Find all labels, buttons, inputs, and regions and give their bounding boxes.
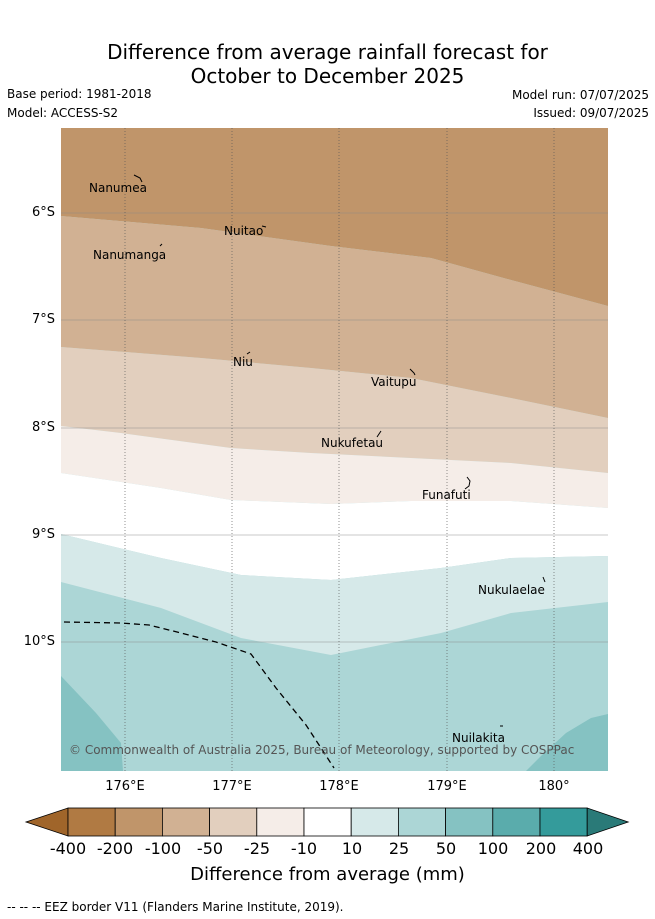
latitude-gridlines: [61, 212, 608, 643]
colorbar-tick-label: -25: [243, 839, 271, 858]
title-line-1: Difference from average rainfall forecas…: [107, 40, 548, 64]
colorbar-swatch: [209, 807, 258, 837]
island-nanumanga-shape: [159, 243, 163, 247]
colorbar-tick-label: -10: [290, 839, 318, 858]
island-nanumea-shape: [133, 174, 143, 183]
island-nukufetau-shape: [376, 430, 382, 438]
lat-label-8s: 8°S: [31, 420, 55, 435]
label-nuitao: Nuitao: [224, 224, 263, 238]
island-vaitupu-shape: [409, 368, 416, 376]
island-shapes: [133, 174, 546, 727]
colorbar-swatch: [539, 807, 588, 837]
copyright-notice: © Commonwealth of Australia 2025, Bureau…: [69, 743, 574, 757]
colorbar-tick-label: -200: [96, 839, 134, 858]
colorbar-tick-label: -50: [196, 839, 224, 858]
label-nuilakita: Nuilakita: [452, 731, 505, 745]
colorbar-tick-label: 25: [388, 839, 410, 858]
colorbar-tick-label: -100: [144, 839, 182, 858]
colorbar-tick-label: 100: [477, 839, 509, 858]
colorbar-swatch: [350, 807, 399, 837]
lat-label-10s: 10°S: [23, 634, 55, 649]
colorbar-tick-label: 400: [572, 839, 604, 858]
model-run: Model run: 07/07/2025: [511, 88, 649, 102]
base-period: Base period: 1981-2018: [7, 87, 152, 101]
lon-label-178e: 178°E: [319, 779, 359, 794]
band-minus100-minus50: [61, 128, 608, 306]
band-50-100-southeast: [526, 714, 608, 771]
island-nuitao-shape: [261, 225, 267, 228]
title-line-2: October to December 2025: [190, 64, 465, 88]
colorbar-swatch: [492, 807, 541, 837]
colorbar-swatch: [445, 807, 494, 837]
label-nukufetau: Nukufetau: [321, 436, 383, 450]
colorbar-swatch: [303, 807, 352, 837]
longitude-gridlines: [124, 128, 555, 771]
eez-border: [63, 621, 335, 769]
issued-date: Issued: 09/07/2025: [533, 106, 649, 120]
colorbar-swatch: [114, 807, 163, 837]
colorbar-tick-label: 10: [341, 839, 363, 858]
band-10-25: [61, 534, 608, 655]
label-funafuti: Funafuti: [422, 488, 471, 502]
lat-label-9s: 9°S: [31, 527, 55, 542]
band-minus50-minus25: [61, 216, 608, 418]
lat-label-7s: 7°S: [31, 312, 55, 327]
model-name: Model: ACCESS-S2: [7, 106, 119, 120]
label-nanumea: Nanumea: [89, 181, 147, 195]
colorbar-arrow-high: [586, 807, 630, 837]
band-50-100-southwest: [61, 676, 123, 771]
lat-label-6s: 6°S: [31, 205, 55, 220]
lon-label-179e: 179°E: [427, 779, 467, 794]
label-vaitupu: Vaitupu: [371, 375, 417, 389]
colorbar-tick-label: 50: [435, 839, 457, 858]
island-niu-shape: [246, 351, 251, 355]
band-minus25-minus10: [61, 347, 608, 473]
eez-legend-note: -- -- -- EEZ border V11 (Flanders Marine…: [7, 900, 344, 914]
colorbar-tick-label: -400: [49, 839, 87, 858]
colorbar-title: Difference from average (mm): [190, 864, 465, 885]
island-funafuti-shape: [464, 476, 471, 490]
label-niu: Niu: [233, 355, 253, 369]
colorbar-tick-label: 200: [525, 839, 557, 858]
lon-label-176e: 176°E: [105, 779, 145, 794]
colorbar: [24, 807, 630, 837]
rainfall-map: Nanumea Nuitao Nanumanga Niu Vaitupu Nuk…: [61, 128, 608, 771]
lon-label-180: 180°: [538, 779, 570, 794]
label-nanumanga: Nanumanga: [93, 248, 166, 262]
colorbar-swatch: [161, 807, 210, 837]
colorbar-swatch: [256, 807, 305, 837]
band-minus10-10-light: [61, 426, 608, 508]
colorbar-swatch: [397, 807, 446, 837]
colorbar-arrow-low: [24, 807, 69, 837]
band-minus10-10: [61, 473, 608, 580]
island-nukulaelae-shape: [542, 576, 546, 583]
label-nukulaelae: Nukulaelae: [478, 583, 545, 597]
lon-label-177e: 177°E: [212, 779, 252, 794]
map-title: Difference from average rainfall forecas…: [0, 40, 655, 88]
colorbar-swatch: [67, 807, 116, 837]
